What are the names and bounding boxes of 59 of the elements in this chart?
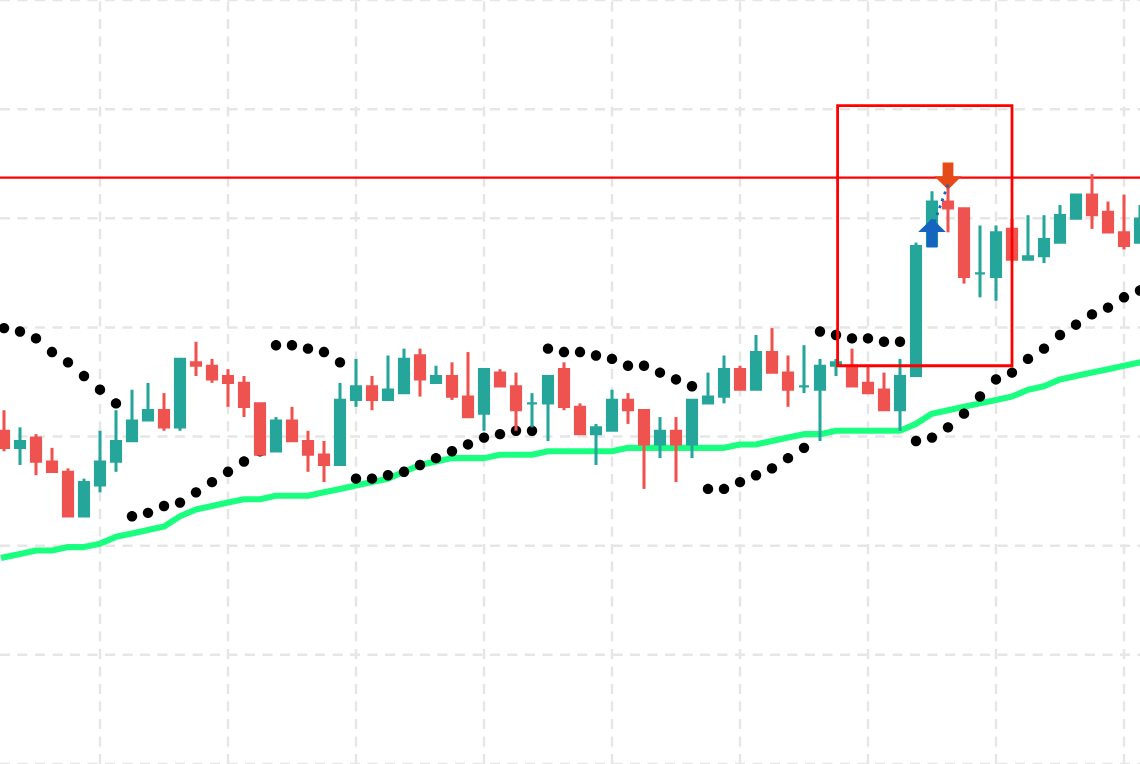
candlestick	[77, 477, 91, 518]
candlestick	[477, 367, 491, 433]
candlestick	[717, 353, 731, 405]
candlestick	[1037, 213, 1051, 265]
candlestick	[669, 415, 683, 484]
candlestick	[0, 408, 11, 453]
candlestick	[557, 360, 571, 412]
candlestick	[61, 466, 75, 518]
candlestick	[93, 429, 107, 494]
candlestick	[813, 357, 827, 443]
candlestick	[29, 432, 43, 477]
candlestick	[797, 343, 811, 395]
candlestick	[349, 357, 363, 409]
candlestick	[461, 350, 475, 419]
candlestick	[45, 446, 59, 474]
candlestick	[317, 439, 331, 484]
candlestick	[205, 357, 219, 385]
candlestick	[941, 182, 955, 234]
candlestick	[1021, 213, 1035, 262]
candlestick	[413, 347, 427, 399]
candlestick	[573, 401, 587, 436]
candlestick	[509, 371, 523, 433]
candlestick	[653, 415, 667, 460]
candlestick	[109, 408, 123, 474]
candlestick	[1053, 203, 1067, 245]
candlestick	[749, 333, 763, 392]
candlestick	[221, 367, 235, 409]
candlestick	[237, 374, 251, 419]
candlestick	[381, 353, 395, 402]
candlestick	[621, 391, 635, 426]
candlestick	[157, 391, 171, 433]
candlestick	[189, 340, 203, 378]
candlestick	[1117, 193, 1131, 251]
candlestick	[733, 364, 747, 392]
candlestick	[1069, 193, 1083, 220]
candlestick	[365, 374, 379, 412]
candlestick	[893, 357, 907, 433]
candlestick	[1085, 172, 1099, 231]
candlestick	[397, 347, 411, 395]
candlestick	[141, 381, 155, 423]
candlestick	[13, 425, 27, 467]
candlestick	[989, 223, 1003, 303]
candlestick	[125, 388, 139, 443]
candlestick	[973, 223, 987, 299]
candlestick	[877, 371, 891, 412]
candlestick	[1101, 199, 1115, 234]
candlestick	[541, 374, 555, 443]
candlestick	[637, 408, 651, 491]
candlestick	[589, 422, 603, 467]
candlestick	[861, 364, 875, 395]
candlestick	[301, 429, 315, 474]
candlestick	[685, 398, 699, 460]
candlestick	[605, 388, 619, 433]
candlestick	[285, 405, 299, 443]
candlestick	[765, 326, 779, 375]
candlestick	[269, 415, 283, 453]
candlestick	[781, 353, 795, 409]
candlestick	[445, 360, 459, 402]
candlestick	[701, 371, 715, 405]
